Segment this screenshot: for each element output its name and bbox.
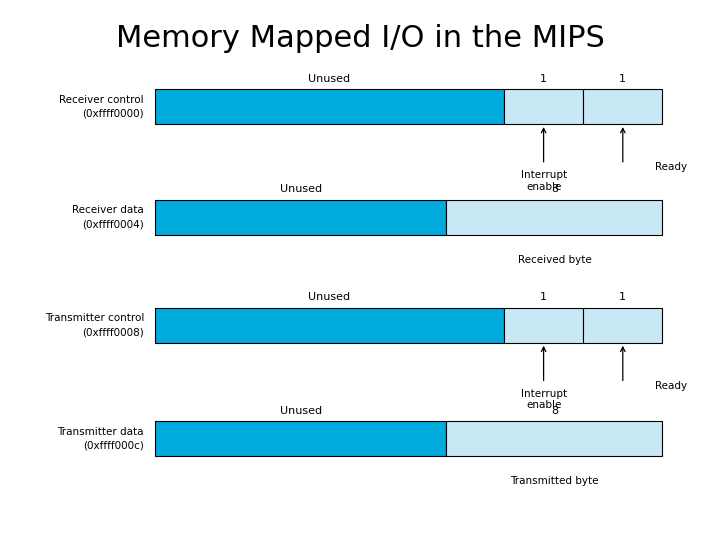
- Bar: [155, 89, 504, 124]
- Text: Interrupt
enable: Interrupt enable: [521, 170, 567, 192]
- Text: Unused: Unused: [279, 406, 322, 416]
- Text: 1: 1: [540, 292, 547, 302]
- Bar: [504, 89, 583, 124]
- Text: 1: 1: [619, 292, 626, 302]
- Bar: [446, 200, 662, 235]
- Text: Receiver data: Receiver data: [72, 205, 144, 215]
- Text: (0xffff0004): (0xffff0004): [82, 219, 144, 230]
- Text: Received byte: Received byte: [518, 255, 591, 266]
- Bar: [155, 421, 446, 456]
- Bar: [155, 308, 504, 343]
- Text: Interrupt
enable: Interrupt enable: [521, 389, 567, 410]
- Text: Unused: Unused: [279, 184, 322, 194]
- Text: 1: 1: [540, 73, 547, 84]
- Text: Unused: Unused: [308, 73, 351, 84]
- Text: 1: 1: [619, 73, 626, 84]
- Text: Transmitter control: Transmitter control: [45, 313, 144, 323]
- Text: Receiver control: Receiver control: [59, 94, 144, 105]
- Text: Unused: Unused: [308, 292, 351, 302]
- Bar: [155, 200, 446, 235]
- Text: 8: 8: [551, 406, 558, 416]
- Text: (0xffff0008): (0xffff0008): [82, 327, 144, 338]
- Text: (0xffff000c): (0xffff000c): [83, 441, 144, 451]
- Bar: [583, 308, 662, 343]
- Text: Memory Mapped I/O in the MIPS: Memory Mapped I/O in the MIPS: [116, 24, 604, 53]
- Text: 8: 8: [551, 184, 558, 194]
- Text: Transmitter data: Transmitter data: [58, 427, 144, 437]
- Text: Transmitted byte: Transmitted byte: [510, 476, 598, 487]
- Bar: [504, 308, 583, 343]
- Text: Ready: Ready: [655, 162, 688, 172]
- Text: Ready: Ready: [655, 381, 688, 391]
- Bar: [583, 89, 662, 124]
- Bar: [446, 421, 662, 456]
- Text: (0xffff0000): (0xffff0000): [82, 109, 144, 119]
